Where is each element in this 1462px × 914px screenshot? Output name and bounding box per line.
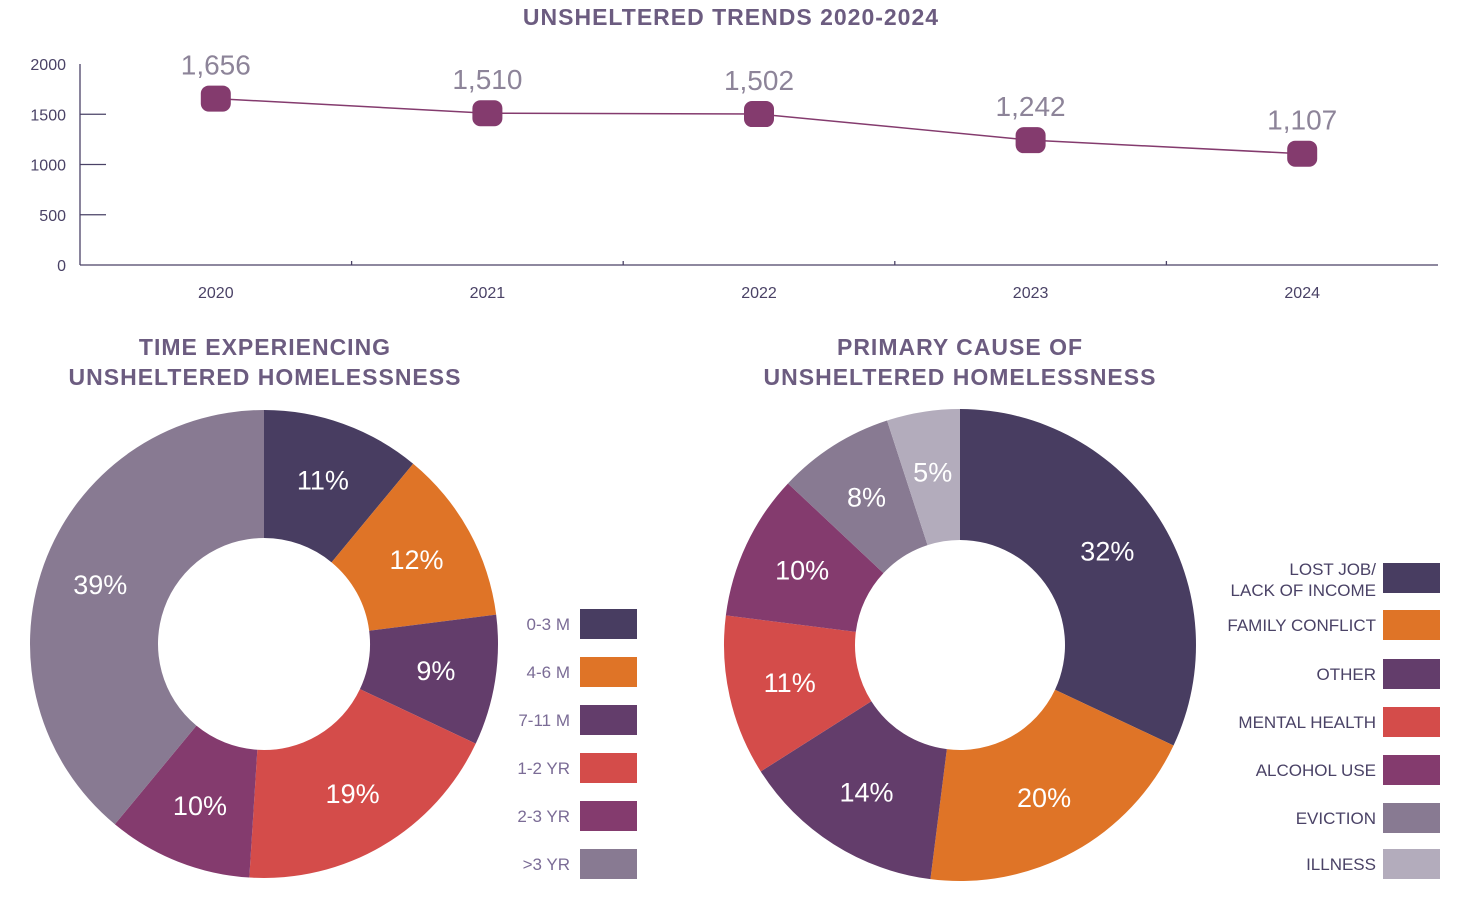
time-slice [249,689,476,878]
x-tick-label: 2022 [741,285,777,302]
time-slice [114,725,258,878]
data-label: 1,242 [996,91,1066,122]
cause-legend-swatch [1383,849,1440,879]
data-point [744,101,774,128]
cause-legend-swatch [1383,659,1440,689]
time-slice [264,410,414,563]
x-tick-label: 2020 [198,285,234,302]
data-point [1287,140,1318,167]
y-tick-label: 1500 [30,107,66,124]
cause-legend-swatch [1383,563,1440,593]
cause-legend-label: ALCOHOL USE [1255,761,1376,780]
time-donut-title: TIME EXPERIENCING UNSHELTERED HOMELESSNE… [30,332,500,392]
x-tick-label: 2021 [470,285,506,302]
cause-slice-label: 8% [847,483,886,513]
cause-legend-swatch [1383,610,1440,640]
time-slice [331,463,497,631]
time-donut-title-line1: TIME EXPERIENCING [138,334,392,360]
data-label: 1,656 [181,50,251,81]
time-legend-swatch [580,705,637,735]
cause-legend-swatch [1383,803,1440,833]
cause-slice [724,615,872,772]
time-slice-label: 19% [326,779,380,809]
time-slice-label: 9% [416,656,455,686]
y-tick-label: 2000 [30,57,66,74]
data-label: 1,502 [724,65,794,96]
time-legend-label: 2-3 YR [517,807,570,826]
time-slice-label: 11% [297,465,349,495]
time-slice-label: 10% [173,791,227,821]
cause-legend-swatch [1383,755,1440,785]
cause-legend-label: LOST JOB/LACK OF INCOME [1230,560,1376,600]
cause-legend-label: ILLNESS [1306,855,1376,874]
x-tick-label: 2024 [1284,285,1320,302]
data-point [200,85,231,112]
cause-legend-label: FAMILY CONFLICT [1227,616,1376,635]
cause-slice-label: 11% [764,668,816,698]
time-legend-swatch [580,801,637,831]
time-legend-label: >3 YR [522,855,570,874]
time-slice-label: 39% [73,570,127,600]
data-point [472,100,503,127]
time-slice [359,614,498,744]
data-label: 1,107 [1267,105,1337,136]
cause-donut-title: PRIMARY CAUSE OF UNSHELTERED HOMELESSNES… [725,332,1195,392]
y-tick-label: 0 [57,258,66,275]
cause-slice-label: 5% [913,458,952,488]
cause-slice [960,409,1196,746]
cause-slice [887,409,960,546]
cause-slice [930,689,1174,882]
cause-legend-label: EVICTION [1295,809,1376,828]
time-legend-label: 4-6 M [526,663,570,682]
time-legend-label: 1-2 YR [517,759,570,778]
cause-slice [725,483,884,632]
y-tick-label: 500 [39,208,66,225]
cause-slice-label: 14% [839,777,893,807]
cause-slice-label: 10% [775,556,829,586]
time-legend-label: 0-3 M [526,615,570,634]
time-legend-swatch [580,657,637,687]
x-tick-label: 2023 [1013,285,1049,302]
time-legend-label: 7-11 M [518,711,570,730]
cause-donut-title-line2: UNSHELTERED HOMELESSNESS [763,364,1157,390]
time-slice-label: 12% [389,545,443,575]
cause-slice [760,701,947,880]
time-legend-swatch [580,609,637,639]
cause-legend-swatch [1383,707,1440,737]
line-chart-title: UNSHELTERED TRENDS 2020-2024 [522,4,940,30]
cause-slice [787,420,928,574]
data-label: 1,510 [452,64,522,95]
time-slice [29,410,264,825]
y-tick-label: 1000 [30,158,66,175]
cause-donut-title-line1: PRIMARY CAUSE OF [836,334,1084,360]
time-donut-title-line2: UNSHELTERED HOMELESSNESS [68,364,462,390]
cause-legend-label: MENTAL HEALTH [1238,713,1376,732]
time-legend-swatch [580,849,637,879]
time-legend-swatch [580,753,637,783]
data-point [1015,127,1046,154]
cause-legend-label: OTHER [1316,665,1377,684]
cause-slice-label: 20% [1017,783,1071,813]
cause-slice-label: 32% [1080,536,1134,566]
